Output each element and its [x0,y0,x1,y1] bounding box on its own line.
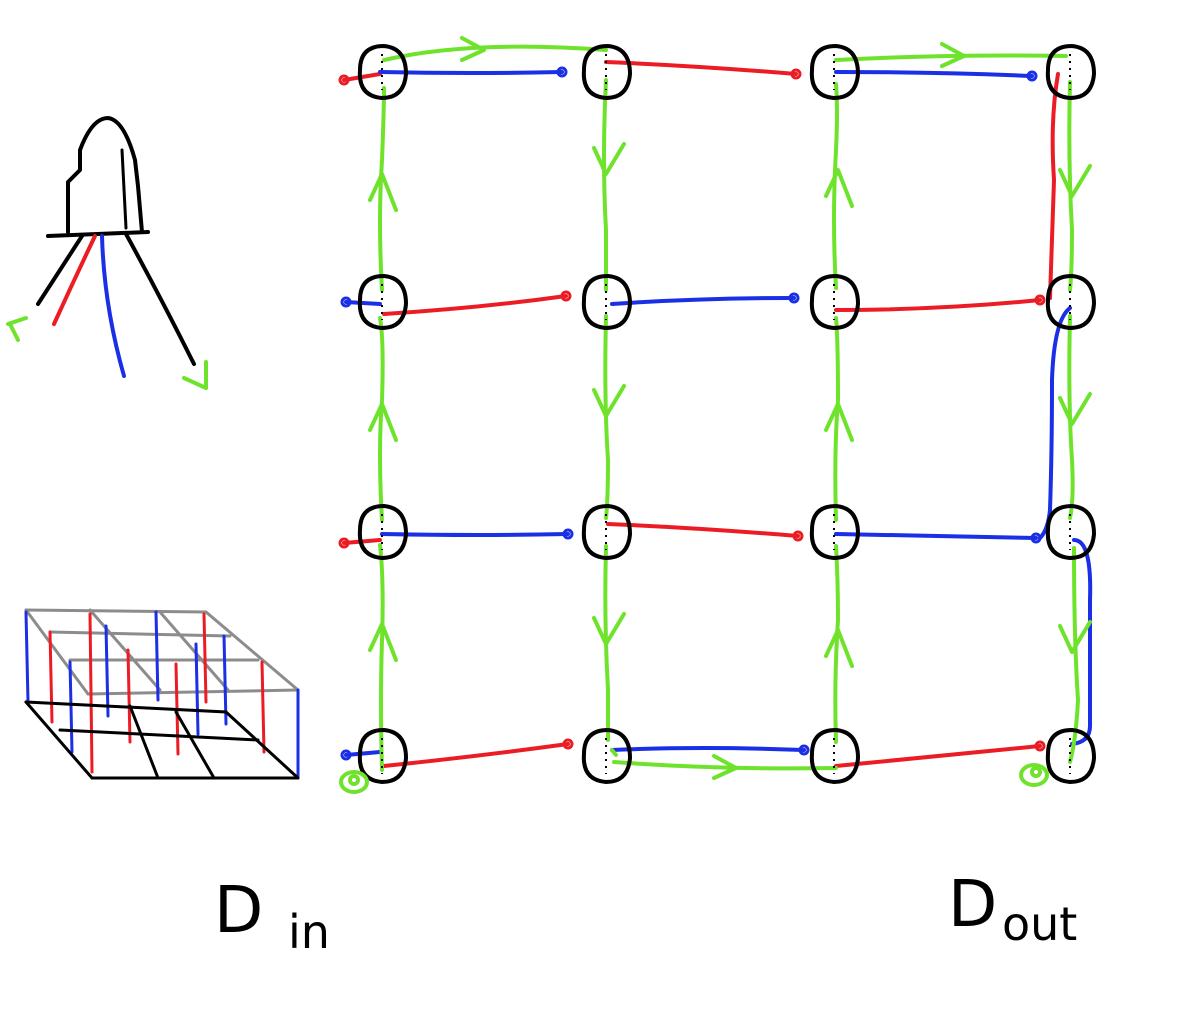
data-direction-arrow [368,172,398,212]
led-node-layer [357,43,1097,785]
led-node-icon [357,43,409,101]
ground-stub [344,300,382,306]
ground-terminal-loop [556,66,568,78]
power-terminal-loop [1034,294,1046,306]
data-direction-arrow [592,384,626,418]
ground-terminal-loop [340,296,352,308]
ground-terminal-loop [788,292,800,304]
data-wire [833,316,840,522]
data-wire [832,82,839,290]
data-direction-arrow [368,622,398,662]
power-wire [606,522,800,538]
data-direction-arrow [592,612,626,646]
led-node-icon [581,727,633,785]
data-start-marker [339,770,369,794]
ground-terminal-loop [1030,532,1042,544]
input-label-subscript: in [288,905,330,959]
led-node-icon [1045,273,1097,331]
data-direction-arrow [368,402,398,442]
led-node-icon [581,503,633,561]
power-terminal-loop [792,530,804,542]
led-node-icon [809,503,861,561]
data-direction-arrow [824,168,854,208]
data-direction-arrow [824,628,854,668]
power-wire [834,298,1042,312]
data-wire [602,78,608,292]
data-wire [382,44,608,62]
power-terminal-loop [338,537,350,549]
data-direction-arrow [1058,164,1092,198]
ground-wire [834,532,1038,540]
data-wire [603,314,610,520]
ground-terminal-loop [1026,70,1038,82]
led-node-icon [809,727,861,785]
power-terminal-loop [1034,740,1046,752]
data-wire [1067,314,1075,520]
ground-terminal-loop [798,744,810,756]
power-terminal-loop [790,68,802,80]
led-node-icon [357,503,409,561]
ground-wire [1038,306,1072,540]
data-direction-arrow [712,754,738,780]
data-wire [612,760,838,771]
led-node-icon [581,273,633,331]
data-wire [833,544,840,744]
data-wire [378,316,385,522]
power-wire [382,742,570,768]
data-wire [1067,80,1074,292]
led-node-icon [1045,727,1097,785]
power-terminal-loop [562,738,574,750]
ground-wire [380,532,570,537]
data-direction-arrow [1058,392,1092,426]
data-wire [603,544,611,742]
data-direction-arrow [940,42,966,68]
data-end-marker [1019,763,1049,787]
led-node-icon [1045,503,1097,561]
led-component-icon [6,116,208,390]
power-wire [382,294,568,316]
data-wire [1068,546,1080,764]
led-node-icon [357,273,409,331]
data-direction-arrow [460,36,486,62]
input-label: D [214,874,263,948]
output-label: D [948,868,997,942]
wire-layer [338,36,1093,780]
power-stub [342,72,382,82]
power-wire [834,744,1042,768]
led-node-icon [357,727,409,785]
data-wire [378,86,386,292]
3d-frame-icon [24,608,300,780]
data-wire [610,748,618,757]
data-wire [378,543,385,772]
led-node-icon [1045,43,1097,101]
power-wire [1048,72,1060,300]
ground-wire [834,70,1034,78]
led-node-icon [581,43,633,101]
ground-terminal-loop [340,749,352,761]
ground-wire [610,296,796,306]
ground-stub [344,750,382,757]
ground-wire [610,746,806,752]
data-wire [834,53,1068,62]
ground-terminal-loop [562,528,574,540]
power-terminal-loop [338,74,350,86]
power-terminal-loop [560,290,572,302]
data-direction-arrow [1058,620,1092,654]
output-label-subscript: out [1002,897,1077,951]
led-node-icon [809,273,861,331]
data-direction-arrow [592,142,626,176]
data-direction-arrow [824,402,854,442]
ground-wire [378,70,564,75]
power-wire [604,60,798,76]
led-node-icon [809,43,861,101]
